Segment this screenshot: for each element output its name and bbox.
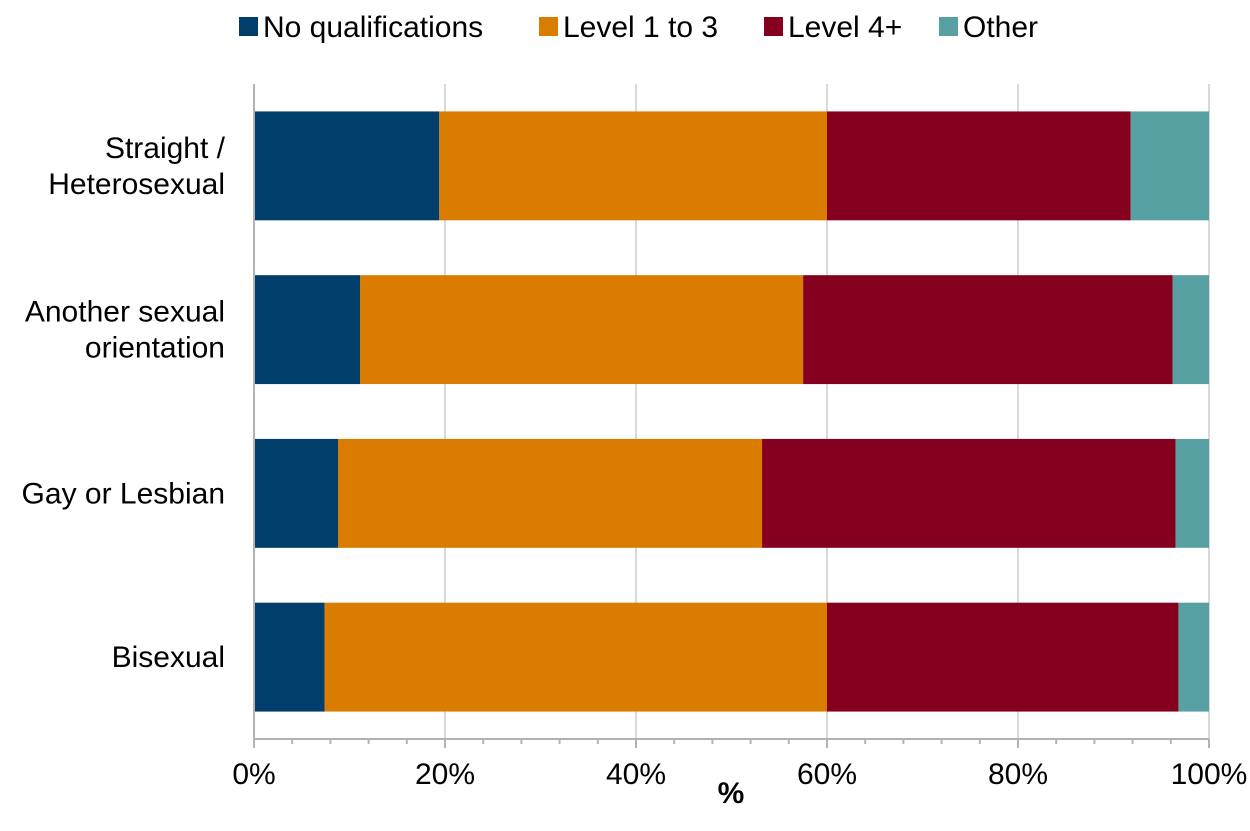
bar-segment xyxy=(1172,275,1209,385)
legend-swatch xyxy=(939,17,958,36)
x-tick-label: 60% xyxy=(797,758,857,791)
legend-label: Level 4+ xyxy=(788,11,902,44)
x-axis-title: % xyxy=(718,777,745,810)
legend-item: Level 1 to 3 xyxy=(539,11,718,44)
category-label: Heterosexual xyxy=(48,168,225,201)
x-axis: 0% 20% 40% 60% 80% 100% xyxy=(232,84,1247,791)
bar-segment xyxy=(324,602,827,712)
bar-segment xyxy=(1175,438,1209,548)
category-label: Bisexual xyxy=(112,641,225,674)
legend-label: Other xyxy=(963,11,1038,44)
category-label: orientation xyxy=(85,332,225,365)
legend-swatch xyxy=(539,17,558,36)
x-tick-label: 80% xyxy=(988,758,1048,791)
legend-item: Level 4+ xyxy=(764,11,902,44)
category-label: Another sexual xyxy=(25,296,225,329)
x-tick-label: 0% xyxy=(232,758,275,791)
x-tick-label: 40% xyxy=(606,758,666,791)
x-tick-label: 20% xyxy=(415,758,475,791)
bar-segment xyxy=(338,438,763,548)
legend-swatch xyxy=(239,17,258,36)
x-tick-label: 100% xyxy=(1171,758,1248,791)
legend-swatch xyxy=(764,17,783,36)
bar-segment xyxy=(254,438,339,548)
bar-segment xyxy=(762,438,1176,548)
bar-segment xyxy=(803,275,1173,385)
category-label: Gay or Lesbian xyxy=(22,477,225,510)
legend-item: No qualifications xyxy=(239,11,483,44)
bar-segment xyxy=(360,275,804,385)
legend-item: Other xyxy=(939,11,1038,44)
legend-label: Level 1 to 3 xyxy=(563,11,718,44)
bars xyxy=(254,111,1209,712)
legend: No qualifications Level 1 to 3 Level 4+ Oth… xyxy=(239,11,1038,44)
bar-segment xyxy=(1178,602,1209,712)
bar-segment xyxy=(439,111,827,221)
category-label: Straight / xyxy=(105,132,226,165)
category-labels: Straight /Heterosexual Another sexualorie… xyxy=(22,132,226,674)
bar-segment xyxy=(254,111,440,221)
bar-segment xyxy=(827,111,1131,221)
bar-segment xyxy=(254,602,325,712)
legend-label: No qualifications xyxy=(263,11,483,44)
bar-segment xyxy=(1130,111,1209,221)
bar-segment xyxy=(254,275,361,385)
bar-segment xyxy=(827,602,1179,712)
